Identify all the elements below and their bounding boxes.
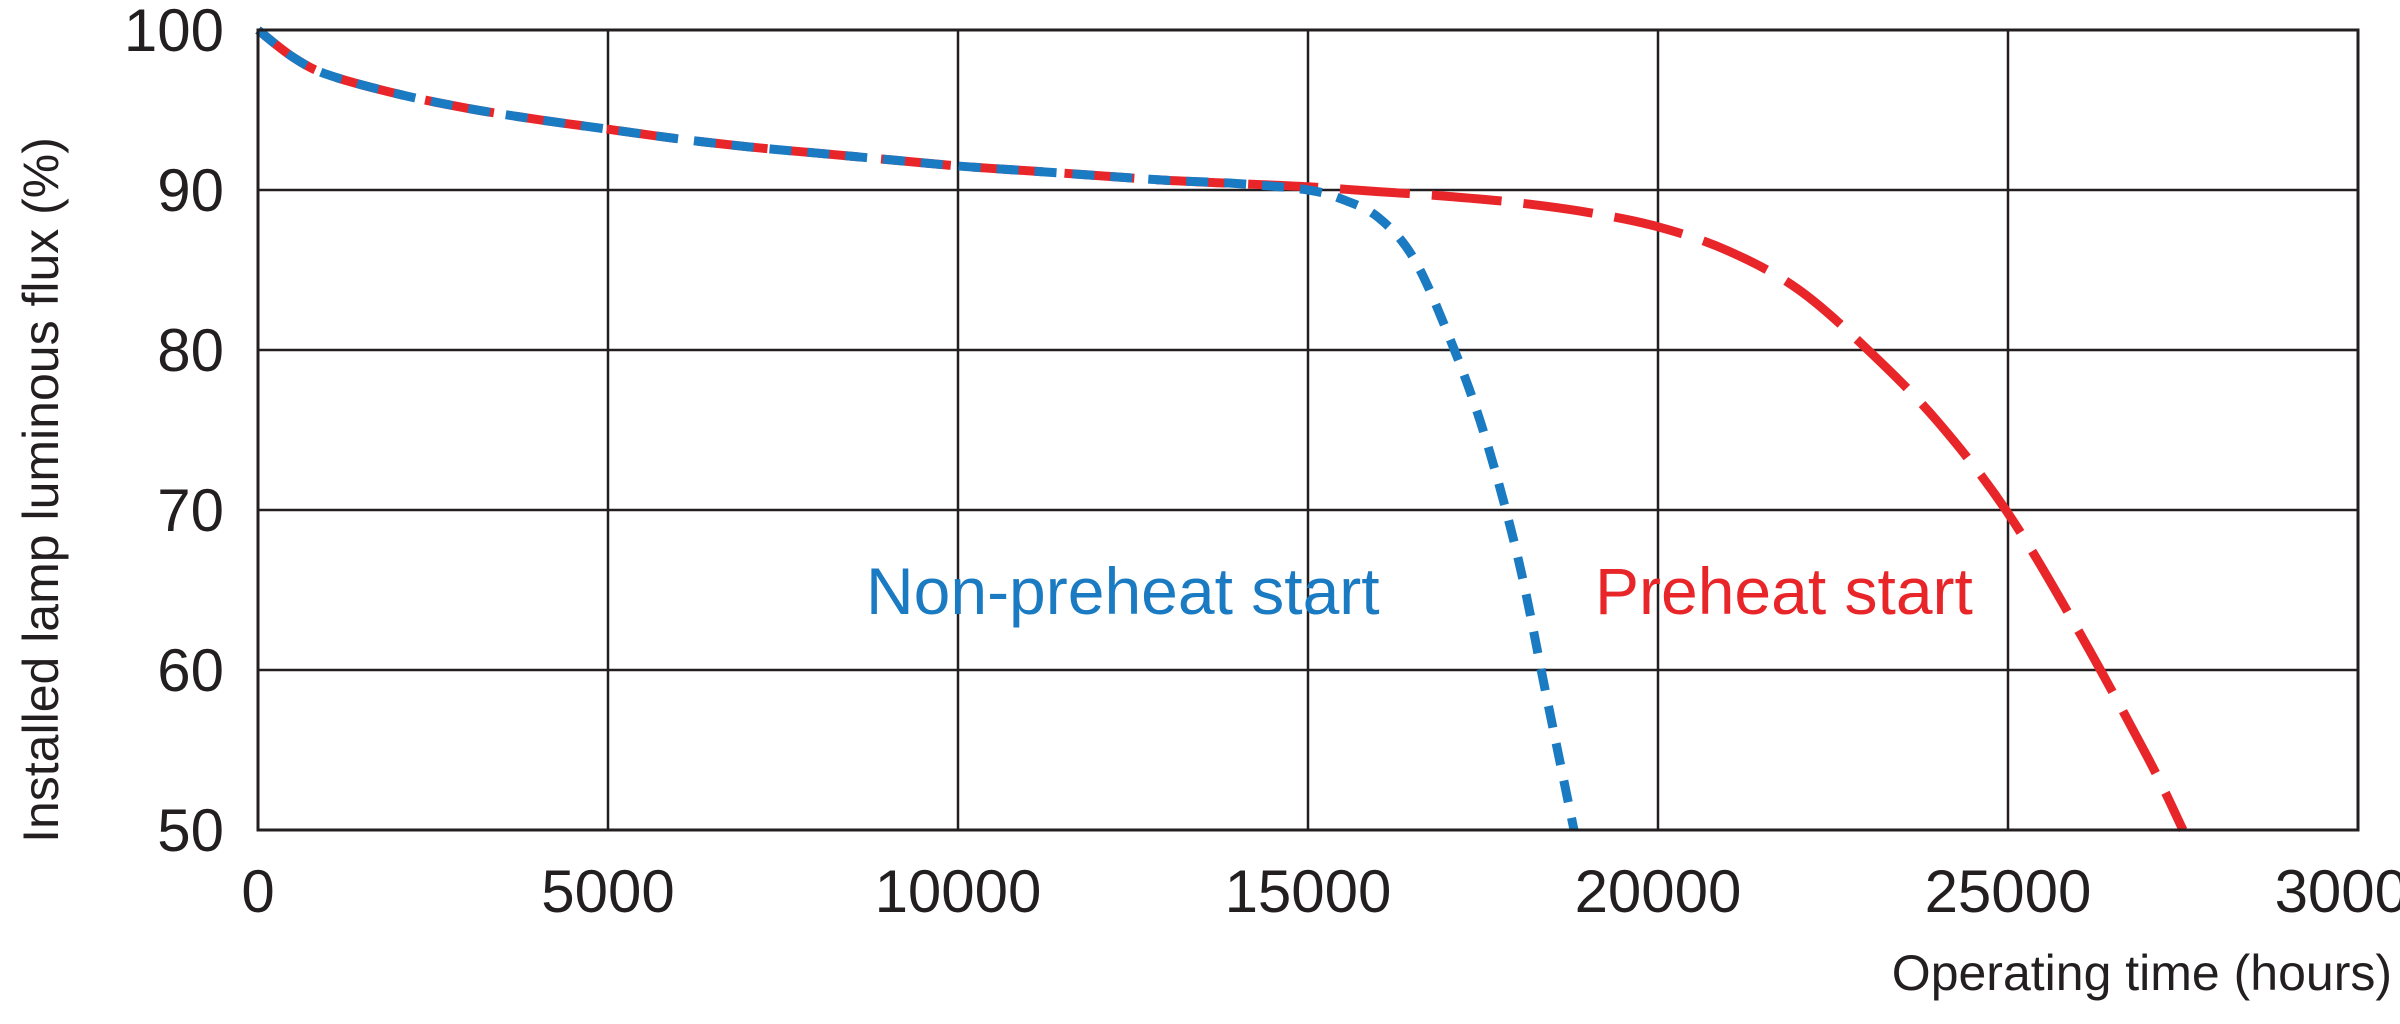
- x-tick-label: 10000: [875, 858, 1042, 925]
- series-label-preheat: Preheat start: [1595, 554, 1973, 628]
- x-tick-label: 0: [241, 858, 274, 925]
- x-tick-label: 25000: [1925, 858, 2092, 925]
- y-axis-label: Installed lamp luminous flux (%): [13, 137, 69, 843]
- grid: [256, 28, 2360, 832]
- y-tick-label: 90: [157, 157, 224, 224]
- x-axis-label: Operating time (hours): [1892, 945, 2392, 1001]
- x-tick-label: 30000: [2275, 858, 2400, 925]
- y-tick-label: 50: [157, 797, 224, 864]
- plot-frame: [256, 28, 2360, 832]
- y-tick-labels: 100 90 80 70 60 50: [124, 0, 224, 864]
- y-tick-label: 60: [157, 637, 224, 704]
- y-tick-label: 80: [157, 317, 224, 384]
- series-line-non-preheat: [255, 26, 1579, 831]
- series-lines: [255, 26, 2188, 832]
- x-tick-label: 5000: [541, 858, 674, 925]
- series-label-non-preheat: Non-preheat start: [866, 554, 1380, 628]
- y-tick-label: 100: [124, 0, 224, 64]
- y-tick-label: 70: [157, 477, 224, 544]
- x-tick-label: 15000: [1225, 858, 1392, 925]
- x-tick-label: 20000: [1575, 858, 1742, 925]
- x-tick-labels: 0 5000 10000 15000 20000 25000 30000: [241, 858, 2400, 925]
- series-line-preheat: [255, 26, 2188, 832]
